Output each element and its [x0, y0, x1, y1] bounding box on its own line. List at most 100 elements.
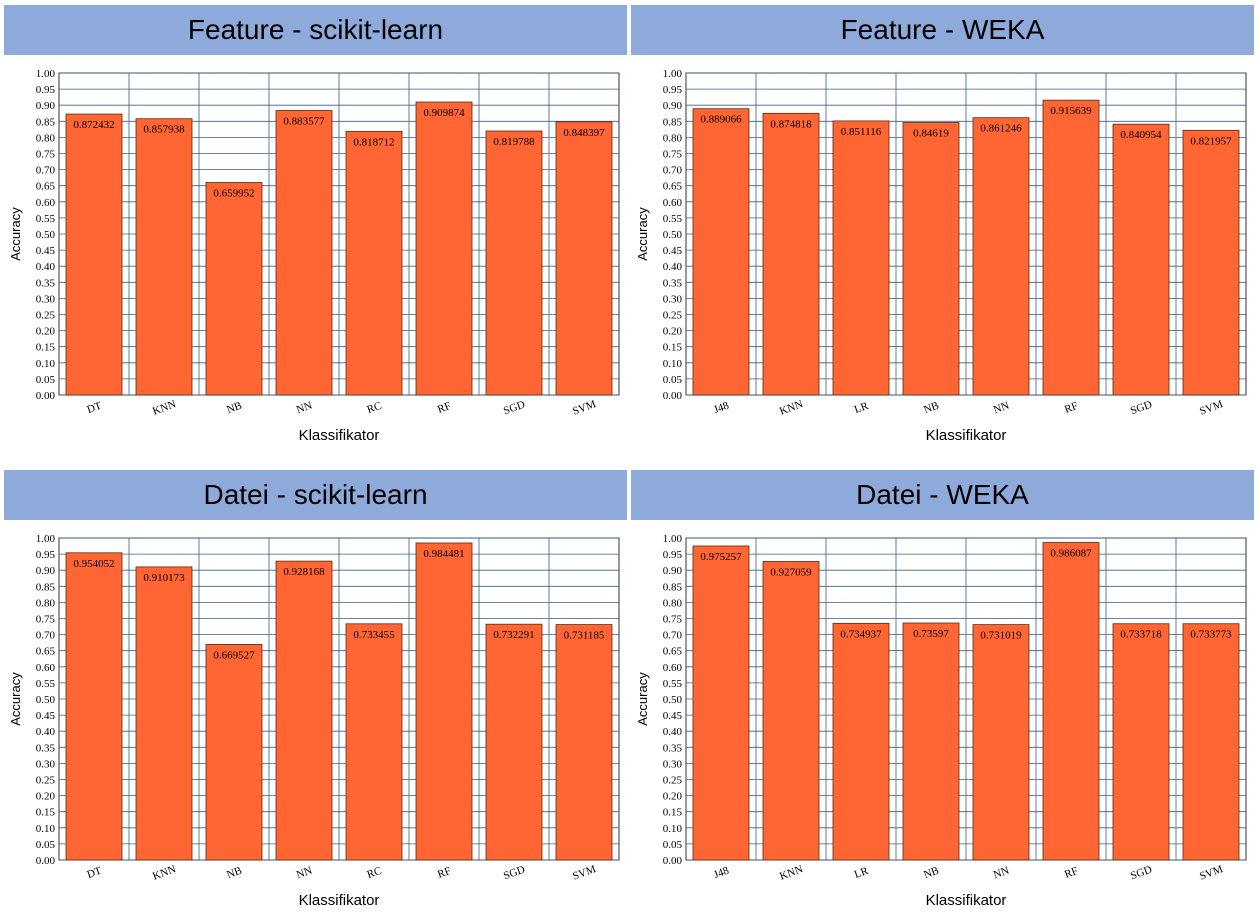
y-tick-label: 0.65	[36, 181, 56, 193]
bar	[692, 108, 750, 396]
data-label: 0.857938	[143, 124, 185, 136]
y-tick-label: 0.45	[663, 245, 683, 257]
bar	[1042, 99, 1100, 396]
y-tick-label: 0.10	[36, 823, 56, 835]
y-tick-label: 1.00	[663, 68, 683, 80]
data-label: 0.669527	[213, 649, 255, 661]
y-axis-title: Accuracy	[8, 207, 23, 261]
y-tick-label: 0.55	[663, 678, 683, 690]
y-tick-label: 0.20	[36, 791, 56, 803]
y-tick-label: 0.65	[663, 181, 683, 193]
x-tick-label: NB	[225, 400, 243, 417]
data-label: 0.872432	[73, 119, 114, 131]
data-label: 0.986087	[1050, 547, 1092, 559]
y-tick-label: 0.15	[663, 342, 683, 354]
y-tick-label: 0.45	[36, 245, 56, 257]
y-tick-label: 0.90	[36, 100, 56, 112]
y-tick-label: 0.05	[663, 374, 683, 386]
bar	[555, 624, 613, 861]
x-axis-title: Klassifikator	[299, 427, 380, 444]
y-tick-label: 0.40	[36, 261, 56, 273]
y-tick-label: 0.50	[36, 229, 56, 241]
x-tick-label: SGD	[502, 864, 527, 883]
x-tick-label: SVM	[571, 863, 598, 883]
y-tick-label: 0.30	[36, 293, 56, 305]
y-tick-label: 0.00	[36, 855, 56, 867]
y-tick-label: 0.45	[36, 710, 56, 722]
bar	[555, 121, 613, 396]
bar	[972, 624, 1030, 861]
x-axis-title: Klassifikator	[299, 892, 380, 909]
bar	[902, 622, 960, 861]
data-label: 0.84619	[913, 128, 949, 140]
x-tick-label: RC	[365, 400, 383, 416]
data-label: 0.821957	[1190, 135, 1232, 147]
y-tick-label: 0.65	[663, 646, 683, 658]
x-tick-label: LR	[853, 865, 871, 881]
y-tick-label: 0.60	[36, 197, 56, 209]
panel-header: Datei - scikit-learn	[4, 470, 627, 520]
data-label: 0.915639	[1050, 105, 1092, 117]
bar	[275, 560, 333, 861]
x-tick-label: RF	[436, 400, 453, 416]
y-tick-label: 0.50	[36, 694, 56, 706]
bar	[485, 623, 543, 861]
y-tick-label: 0.35	[663, 277, 683, 289]
y-tick-label: 0.80	[36, 132, 56, 144]
bar	[345, 130, 403, 396]
data-label: 0.910173	[143, 572, 185, 584]
x-axis-title: Klassifikator	[926, 427, 1007, 444]
bar	[205, 644, 263, 861]
y-tick-label: 0.25	[663, 775, 683, 787]
x-tick-label: NB	[922, 400, 940, 417]
data-label: 0.848397	[563, 127, 605, 139]
data-label: 0.734937	[840, 628, 882, 640]
chart-title: Feature - scikit-learn	[187, 14, 444, 45]
x-tick-label: NN	[295, 400, 314, 417]
x-tick-label: RC	[365, 865, 383, 881]
y-tick-label: 0.15	[36, 342, 56, 354]
x-tick-label: SVM	[571, 398, 598, 418]
chart-title: Datei - scikit-learn	[203, 479, 428, 510]
data-label: 0.874818	[770, 118, 812, 130]
bar	[902, 122, 960, 396]
y-tick-label: 0.00	[663, 855, 683, 867]
bar	[205, 182, 263, 396]
chart-panel-feature-weka: Feature - WEKA 0.00 0.05 0.10 0.15 0.20 0.25 0…	[631, 5, 1254, 457]
chart-panel-feature-sklearn: Feature - scikit-learn 0.00 0.05 0.10 0.15 0…	[4, 5, 627, 457]
y-tick-label: 0.05	[36, 374, 56, 386]
data-label: 0.819788	[493, 136, 535, 148]
bar	[832, 120, 890, 396]
y-tick-label: 0.80	[663, 132, 683, 144]
y-tick-label: 0.15	[663, 807, 683, 819]
data-label: 0.840954	[1120, 129, 1162, 141]
x-tick-label: J48	[712, 400, 731, 417]
data-label: 0.851116	[841, 126, 882, 138]
bar-chart: 0.00 0.05 0.10 0.15 0.20 0.25 0.30 0.35 0.40 0.45…	[635, 533, 1247, 909]
bar	[692, 545, 750, 861]
y-tick-label: 0.10	[36, 358, 56, 370]
data-label: 0.883577	[283, 115, 325, 127]
y-tick-label: 0.00	[663, 390, 683, 402]
bar	[485, 130, 543, 396]
y-tick-label: 0.10	[663, 823, 683, 835]
bar	[65, 552, 123, 861]
y-tick-label: 0.00	[36, 390, 56, 402]
y-tick-label: 0.30	[663, 293, 683, 305]
data-label: 0.733455	[353, 629, 395, 641]
data-label: 0.659952	[213, 187, 254, 199]
y-tick-label: 1.00	[36, 533, 56, 545]
data-label: 0.733718	[1120, 629, 1162, 641]
x-tick-label: SVM	[1198, 398, 1225, 418]
y-tick-label: 0.30	[663, 758, 683, 770]
y-axis-title: Accuracy	[8, 672, 23, 726]
bar-chart: 0.00 0.05 0.10 0.15 0.20 0.25 0.30 0.35 0.40 0.45…	[8, 533, 620, 909]
data-label: 0.861246	[980, 123, 1022, 135]
y-tick-label: 0.75	[663, 614, 683, 626]
x-tick-label: NN	[992, 400, 1011, 417]
y-axis-title: Accuracy	[635, 207, 650, 261]
y-tick-label: 0.90	[663, 565, 683, 577]
y-tick-label: 0.55	[36, 213, 56, 225]
data-label: 0.954052	[73, 558, 114, 570]
y-tick-label: 0.15	[36, 807, 56, 819]
